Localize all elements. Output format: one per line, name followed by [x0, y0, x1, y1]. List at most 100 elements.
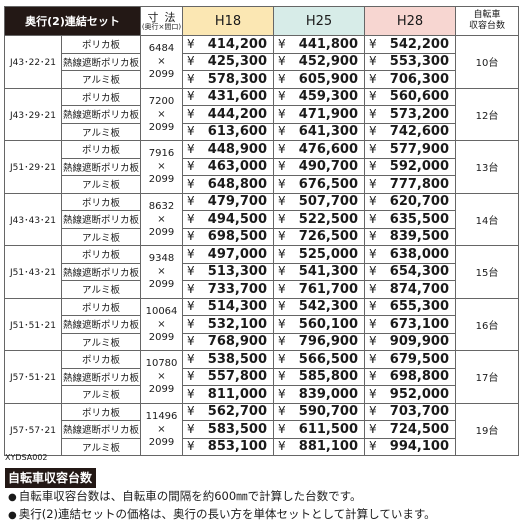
table-body: J43･22･21 ポリカ板 6484 × 2099 ¥414,200 ¥441,800 ¥5…	[4, 35, 519, 456]
depth-value: 7200	[148, 95, 175, 107]
table-row: アルミ板 ¥698,500 ¥726,500 ¥839,500	[5, 227, 519, 246]
bike-capacity: 15台	[455, 245, 519, 299]
price-h18: ¥557,800	[182, 367, 274, 386]
yen-sign: ¥	[369, 54, 377, 69]
yen-sign: ¥	[369, 421, 377, 436]
price-value: 874,700	[389, 281, 449, 297]
model-code: J43･22･21	[4, 35, 62, 89]
price-h25: ¥541,300	[273, 262, 365, 281]
dimensions: 7916 × 2099	[140, 140, 183, 194]
table-row: 熱線遮断ポリカ板 ¥444,200 ¥471,900 ¥573,200	[5, 105, 519, 124]
dimensions: 7200 × 2099	[140, 87, 183, 141]
price-value: 768,900	[207, 334, 267, 350]
price-h28: ¥839,500	[364, 227, 456, 246]
price-value: 490,700	[298, 159, 358, 175]
yen-sign: ¥	[278, 281, 286, 296]
model-code: J51･43･21	[4, 245, 62, 299]
price-value: 414,200	[207, 36, 267, 52]
price-value: 733,700	[207, 281, 267, 297]
width-value: 2099	[148, 121, 175, 133]
yen-sign: ¥	[369, 351, 377, 366]
width-value: 2099	[148, 226, 175, 238]
table-header-row: 奥行(2)連結セット 寸法 (奥行×間口) H18 H25 H28 自転車 収容…	[4, 6, 519, 36]
price-h18: ¥479,700	[182, 192, 274, 211]
yen-sign: ¥	[369, 369, 377, 384]
price-table: 奥行(2)連結セット 寸法 (奥行×間口) H18 H25 H28 自転車 収容…	[4, 6, 519, 456]
yen-sign: ¥	[278, 159, 286, 174]
price-value: 452,900	[298, 54, 358, 70]
dimensions: 11496 × 2099	[140, 402, 183, 456]
yen-sign: ¥	[187, 316, 195, 331]
yen-sign: ¥	[187, 106, 195, 121]
price-h28: ¥673,100	[364, 315, 456, 334]
price-h18: ¥613,600	[182, 122, 274, 141]
price-h25: ¥507,700	[273, 192, 365, 211]
price-value: 578,300	[207, 71, 267, 87]
price-value: 724,500	[389, 421, 449, 437]
table-row: J51･43･21 ポリカ板 9348 × 2099 ¥497,000 ¥525,000 ¥6…	[4, 245, 519, 299]
price-h25: ¥881,100	[273, 437, 365, 456]
bike-capacity: 16台	[455, 297, 519, 351]
price-h18: ¥768,900	[182, 332, 274, 351]
price-h18: ¥578,300	[182, 70, 274, 89]
width-value: 2099	[148, 69, 175, 81]
table-row: アルミ板 ¥811,000 ¥839,000 ¥952,000	[5, 385, 519, 404]
model-code: J57･57･21	[4, 402, 62, 456]
yen-sign: ¥	[369, 36, 377, 51]
table-row: 熱線遮断ポリカ板 ¥532,100 ¥560,100 ¥673,100	[5, 315, 519, 334]
width-value: 2099	[148, 384, 175, 396]
price-value: 611,500	[298, 421, 358, 437]
yen-sign: ¥	[369, 141, 377, 156]
price-value: 573,200	[389, 106, 449, 122]
price-h25: ¥566,500	[273, 350, 365, 369]
yen-sign: ¥	[187, 159, 195, 174]
price-value: 542,300	[298, 299, 358, 315]
yen-sign: ¥	[278, 106, 286, 121]
price-value: 613,600	[207, 124, 267, 140]
yen-sign: ¥	[278, 369, 286, 384]
price-h28: ¥952,000	[364, 385, 456, 404]
model-code: J51･29･21	[4, 140, 62, 194]
price-h28: ¥909,900	[364, 332, 456, 351]
yen-sign: ¥	[369, 176, 377, 191]
yen-sign: ¥	[187, 404, 195, 419]
price-h28: ¥994,100	[364, 437, 456, 456]
material-name: アルミ板	[61, 70, 141, 89]
price-value: 476,600	[298, 141, 358, 157]
table-row: 熱線遮断ポリカ板 ¥513,300 ¥541,300 ¥654,300	[5, 262, 519, 281]
price-h18: ¥514,300	[182, 297, 274, 316]
price-value: 777,800	[389, 176, 449, 192]
price-value: 853,100	[207, 439, 267, 455]
price-value: 638,000	[389, 246, 449, 262]
width-value: 2099	[148, 279, 175, 291]
price-h28: ¥874,700	[364, 280, 456, 299]
bike-capacity: 13台	[455, 140, 519, 194]
table-row: アルミ板 ¥853,100 ¥881,100 ¥994,100	[5, 437, 519, 456]
price-h25: ¥476,600	[273, 140, 365, 159]
yen-sign: ¥	[187, 386, 195, 401]
yen-sign: ¥	[187, 89, 195, 104]
yen-sign: ¥	[369, 439, 377, 454]
width-value: 2099	[148, 174, 175, 186]
material-name: 熱線遮断ポリカ板	[61, 420, 141, 439]
price-value: 583,500	[207, 421, 267, 437]
price-value: 592,000	[389, 159, 449, 175]
price-value: 560,600	[389, 89, 449, 105]
price-h28: ¥553,300	[364, 52, 456, 71]
price-value: 448,900	[207, 141, 267, 157]
material-name: アルミ板	[61, 437, 141, 456]
price-value: 494,500	[207, 211, 267, 227]
price-value: 562,700	[207, 404, 267, 420]
material-name: ポリカ板	[61, 192, 141, 211]
table-row: 熱線遮断ポリカ板 ¥425,300 ¥452,900 ¥553,300	[5, 52, 519, 71]
price-h25: ¥611,500	[273, 420, 365, 439]
notes-title: 自転車収容台数	[5, 468, 97, 488]
table-row: J43･43･21 ポリカ板 8632 × 2099 ¥479,700 ¥507,700 ¥6…	[4, 192, 519, 246]
model-code: J43･29･21	[4, 87, 62, 141]
price-h25: ¥605,900	[273, 70, 365, 89]
header-bike-line1: 自転車	[473, 10, 501, 20]
material-name: ポリカ板	[61, 87, 141, 106]
yen-sign: ¥	[278, 229, 286, 244]
price-value: 497,000	[207, 246, 267, 262]
bike-capacity: 19台	[455, 402, 519, 456]
